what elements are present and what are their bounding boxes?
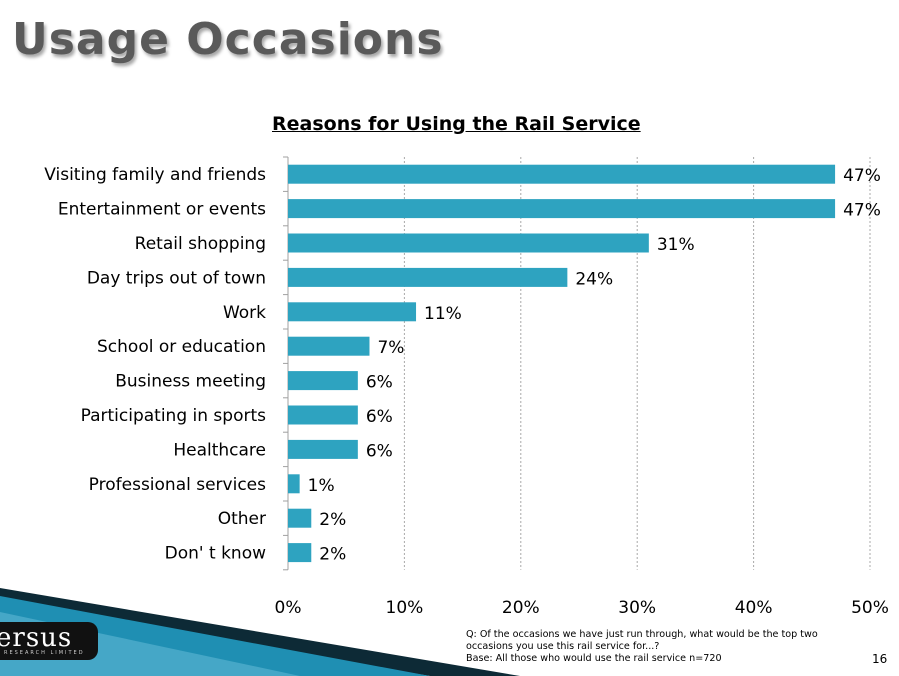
category-label: Healthcare [173, 440, 266, 460]
logo-subtext: RESEARCH LIMITED [4, 650, 85, 656]
value-label: 24% [575, 269, 613, 289]
x-tick-label: 30% [618, 598, 656, 618]
category-label: Retail shopping [135, 234, 266, 254]
logo-text: ersus [0, 623, 73, 653]
x-tick-label: 50% [851, 598, 889, 618]
category-label: Don' t know [165, 544, 266, 564]
value-label: 47% [843, 166, 881, 186]
x-tick-label: 40% [735, 598, 773, 618]
bar [288, 439, 358, 459]
bar [288, 199, 836, 219]
category-label: School or education [97, 337, 266, 357]
bar [288, 508, 312, 528]
chart-title: Reasons for Using the Rail Service [272, 113, 641, 135]
footnote-question-cont: occasions you use this rail service for.… [466, 641, 660, 652]
x-tick-label: 0% [275, 598, 302, 618]
category-label: Participating in sports [81, 406, 267, 426]
bar [288, 336, 370, 356]
category-label: Work [223, 303, 266, 323]
x-tick-label: 20% [502, 598, 540, 618]
value-label: 7% [377, 338, 404, 358]
category-label: Day trips out of town [87, 268, 266, 288]
category-label: Visiting family and friends [44, 165, 266, 185]
value-label: 11% [424, 304, 462, 324]
bar [288, 543, 312, 563]
footnote-question: Q: Of the occasions we have just run thr… [466, 629, 818, 640]
category-label: Professional services [89, 475, 266, 495]
value-label: 2% [319, 510, 346, 530]
x-tick-label: 10% [386, 598, 424, 618]
page-number: 16 [872, 652, 888, 666]
bar [288, 267, 568, 287]
bar [288, 474, 300, 494]
company-logo: ersus RESEARCH LIMITED [0, 622, 98, 660]
category-label: Business meeting [115, 372, 266, 392]
bar-chart: Visiting family and friends 47% Entertainm… [44, 156, 889, 618]
value-label: 6% [366, 407, 393, 427]
value-label: 2% [319, 545, 346, 565]
footnote: Q: Of the occasions we have just run thr… [466, 629, 818, 665]
slide-title: Usage Occasions [12, 14, 444, 65]
bar [288, 371, 358, 391]
value-label: 47% [843, 201, 881, 221]
footnote-base: Base: All those who would use the rail s… [466, 653, 722, 664]
bar [288, 405, 358, 425]
value-label: 6% [366, 373, 393, 393]
bar [288, 164, 836, 184]
value-label: 1% [308, 476, 335, 496]
bar [288, 302, 417, 322]
value-label: 31% [657, 235, 695, 255]
category-label: Other [218, 509, 266, 529]
category-label: Entertainment or events [58, 200, 266, 220]
value-label: 6% [366, 441, 393, 461]
bar [288, 233, 649, 253]
